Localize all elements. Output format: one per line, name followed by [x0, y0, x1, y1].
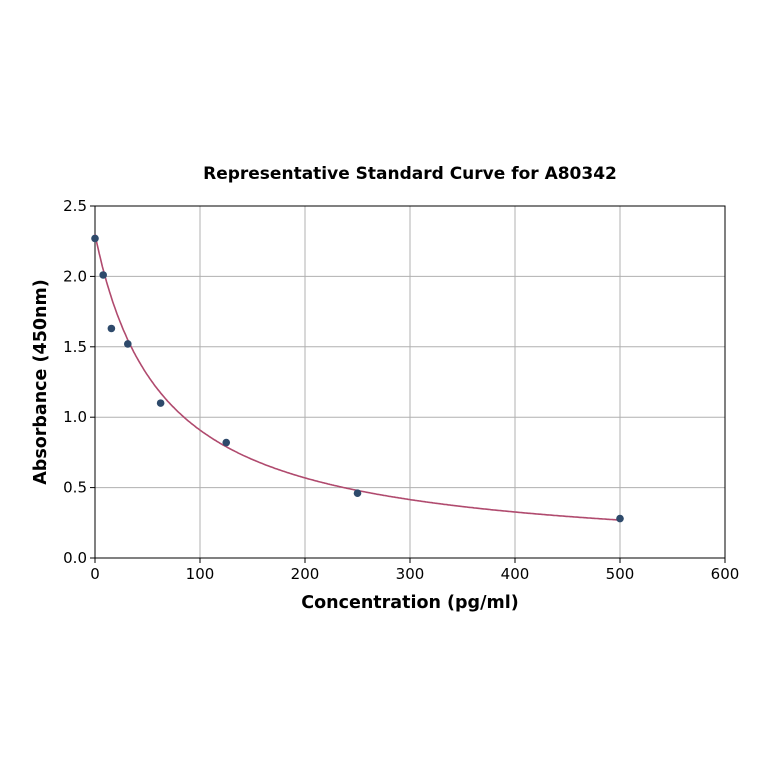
x-tick-label: 400 [501, 565, 530, 583]
fit-curve [94, 234, 621, 521]
y-tick-label: 0.5 [63, 479, 87, 497]
x-tick-label: 100 [186, 565, 215, 583]
x-tick-label: 300 [396, 565, 425, 583]
x-axis-label: Concentration (pg/ml) [301, 593, 518, 613]
grid [94, 205, 726, 559]
x-tick-label: 500 [606, 565, 635, 583]
x-tick-label: 0 [90, 565, 100, 583]
data-point [353, 489, 362, 498]
x-tick-label: 600 [711, 565, 740, 583]
data-point [91, 234, 99, 243]
y-axis-label: Absorbance (450nm) [31, 279, 51, 485]
data-point [124, 340, 132, 348]
y-tick-label: 1.0 [63, 408, 87, 426]
y-tick-label: 2.5 [63, 197, 87, 215]
data-point [156, 399, 165, 407]
data-point [222, 438, 231, 447]
x-tick-label: 200 [291, 565, 320, 583]
data-point [99, 271, 107, 279]
y-tick-label: 1.5 [63, 338, 87, 356]
chart-title: Representative Standard Curve for A80342 [203, 164, 617, 184]
y-tick-label: 0.0 [63, 549, 87, 567]
data-points [91, 234, 624, 523]
data-point [107, 324, 116, 333]
data-point [616, 514, 624, 523]
y-tick-label: 2.0 [63, 267, 87, 285]
ticks: 0 100 200 300 400 500 600 0.0 0.5 1.0 1.5 2.0 2.5 [63, 197, 739, 583]
